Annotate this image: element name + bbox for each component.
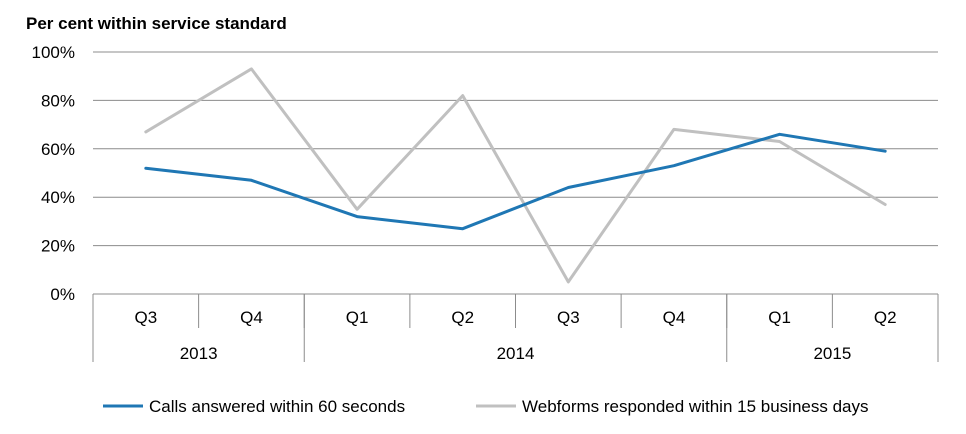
year-label: 2015 [813,344,851,363]
x-tick-label: Q2 [451,308,474,327]
x-tick-label: Q3 [557,308,580,327]
y-axis-title: Per cent within service standard [26,14,287,33]
legend: Calls answered within 60 seconds Webforms… [103,397,868,416]
year-label: 2013 [180,344,218,363]
x-tick-label: Q4 [663,308,686,327]
y-axis-ticks: 0% 20% 40% 60% 80% 100% [32,43,75,304]
gridlines [93,51,938,295]
y-tick-label: 60% [41,140,75,159]
x-tick-label: Q2 [874,308,897,327]
x-tick-label: Q3 [134,308,157,327]
x-axis: Q3 Q4 Q1 Q2 Q3 Q4 Q1 Q2 2013 2014 2015 [92,294,939,363]
y-tick-label: 100% [32,43,75,62]
x-tick-label: Q1 [768,308,791,327]
y-tick-label: 0% [50,285,75,304]
y-tick-label: 20% [41,237,75,256]
y-tick-label: 80% [41,91,75,110]
x-tick-label: Q1 [346,308,369,327]
legend-label: Webforms responded within 15 business da… [522,397,868,416]
series-lines [144,67,887,284]
series-line [144,132,887,231]
year-label: 2014 [497,344,535,363]
legend-label: Calls answered within 60 seconds [149,397,405,416]
y-tick-label: 40% [41,188,75,207]
x-tick-label: Q4 [240,308,263,327]
